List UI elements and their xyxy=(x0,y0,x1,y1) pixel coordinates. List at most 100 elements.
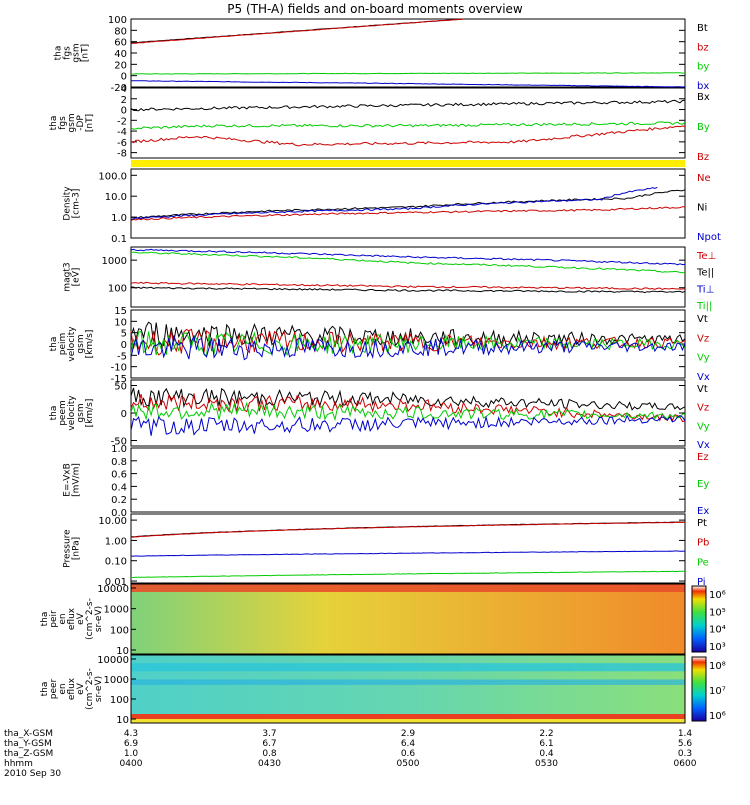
y-tick-label: 1000 xyxy=(102,256,127,267)
panel-ylabel: tha peem velocity gsm [km/s] xyxy=(49,395,95,431)
series-label: Npot xyxy=(697,232,721,243)
panel-frame xyxy=(130,379,686,447)
y-tick-label: 10000 xyxy=(97,584,129,595)
panel-ylabel: tha fgs gsm [nT] xyxy=(54,43,91,62)
x-axis-row-label: tha_Y-GSM xyxy=(4,739,52,749)
panel-frame xyxy=(130,513,686,584)
y-tick-label: -2 xyxy=(117,116,127,127)
series-line xyxy=(130,121,686,130)
panel-temperature: magt3 [eV] 1000 100 Te⊥ Te|| Ti⊥ Ti|| xyxy=(63,246,716,312)
y-tick-label: 1.0 xyxy=(111,444,127,455)
y-tick-label: 20 xyxy=(114,60,127,71)
ylabel-line: E=-VxB xyxy=(63,463,73,497)
series-line xyxy=(130,99,686,112)
ylabel-line: velocity xyxy=(67,395,77,431)
y-tick-label: 2 xyxy=(121,95,127,106)
y-tick-label: 80 xyxy=(114,26,127,37)
panel-density: Density [cm-3] 100.0 10.0 1.0 0.1 Ne Ni Npot xyxy=(63,168,721,245)
series-line xyxy=(130,401,685,422)
x-axis-value: 0.8 xyxy=(262,749,277,759)
y-tick-label: 10.0 xyxy=(105,192,127,203)
y-tick-label: 10 xyxy=(114,317,127,328)
ylabel-line: [km/s] xyxy=(85,399,95,428)
ylabel-line: peer xyxy=(49,678,59,699)
ylabel-line: Pressure xyxy=(63,529,73,568)
colorbar-label: 10⁷ xyxy=(709,686,726,697)
y-tick-label: 100 xyxy=(108,15,127,26)
ylabel-line: peem xyxy=(58,400,68,426)
x-axis-value: 0400 xyxy=(120,759,143,769)
main-title: P5 (TH-A) fields and on-board moments ov… xyxy=(227,2,523,16)
series-label: Vt xyxy=(697,314,708,325)
ylabel-line: -DP xyxy=(76,115,86,131)
ylabel-line: [km/s] xyxy=(85,330,95,359)
panel-frame xyxy=(130,447,686,513)
ylabel-line: (cm^2-s- xyxy=(85,598,95,640)
series-label: bz xyxy=(697,42,709,53)
y-tick-label: 40 xyxy=(114,49,127,60)
panel-pressure: Pressure [nPa] 10.00 1.00 0.10 0.01 Pt Pb Pe Pi xyxy=(63,513,709,588)
series-line xyxy=(130,414,686,436)
ylabel-line: en xyxy=(58,613,68,624)
y-tick-label: 0.0 xyxy=(111,508,127,519)
ylabel-line: fgs xyxy=(58,116,68,130)
ylabel-line: en xyxy=(58,683,68,694)
heatmap-band xyxy=(131,663,685,672)
panel-frame xyxy=(130,309,686,379)
y-tick-label: 0 xyxy=(121,340,127,351)
ylabel-line: [nT] xyxy=(81,44,91,62)
y-tick-label: 0 xyxy=(121,409,127,420)
panel-peer-spectrogram: tha peer en eflux eV (cm^2-s-sr-eV) 10000 1000 1… xyxy=(40,654,726,726)
y-tick-label: 0.01 xyxy=(105,577,127,588)
x-axis-value: 6.1 xyxy=(539,739,553,749)
y-tick-label: -20 xyxy=(111,83,127,94)
series-line xyxy=(130,281,686,290)
ylabel-line: gsm xyxy=(72,43,82,62)
series-label: Bt xyxy=(697,23,708,34)
panel-peem-velocity: tha peem velocity gsm [km/s] 50 0 -50 Vt Vz Vy Vx xyxy=(49,379,710,451)
y-tick-label: -5 xyxy=(117,351,127,362)
ylabel-line: [eV] xyxy=(72,268,82,287)
x-axis-value: 6.4 xyxy=(401,739,416,749)
series-label: bx xyxy=(697,81,709,92)
heatmap-band xyxy=(131,584,685,592)
x-axis-value: 3.7 xyxy=(262,729,276,739)
series-label: Ex xyxy=(697,506,709,517)
x-axis-row-label: hhmm xyxy=(4,759,33,769)
y-tick-label: 1000 xyxy=(104,675,129,686)
series-label: Ni xyxy=(697,203,707,214)
x-axis-value: 5.6 xyxy=(678,739,693,749)
x-axis-value: 2.2 xyxy=(539,729,553,739)
series-label: Vx xyxy=(697,440,710,451)
series-label: Bx xyxy=(697,92,710,103)
x-axis-value: 0530 xyxy=(535,759,558,769)
y-tick-label: 5 xyxy=(121,329,127,340)
colorbar-label: 10⁴ xyxy=(709,625,726,636)
ylabel-line: magt3 xyxy=(63,262,73,291)
y-tick-label: -6 xyxy=(117,138,127,149)
y-tick-label: 10 xyxy=(116,646,129,657)
ylabel-line: [nPa] xyxy=(72,537,82,560)
series-label: Te|| xyxy=(696,268,714,279)
ylabel-line: eV xyxy=(76,682,86,695)
series-line xyxy=(130,18,464,45)
x-axis-value: 1.0 xyxy=(124,749,139,759)
y-tick-label: 100 xyxy=(110,695,129,706)
y-tick-label: 1000 xyxy=(104,605,129,616)
panel-frame xyxy=(130,583,686,655)
panel-ylabel: tha fgs gsm -DP [nT] xyxy=(49,113,95,132)
series-label: Vz xyxy=(697,333,709,344)
panel-ylabel: tha peer en eflux eV (cm^2-s-sr-eV) xyxy=(40,668,104,710)
y-tick-label: 15 xyxy=(114,306,127,317)
y-tick-label: -8 xyxy=(117,149,127,160)
x-axis-date: 2010 Sep 30 xyxy=(4,769,61,779)
series-line xyxy=(130,387,686,411)
y-tick-label: 100 xyxy=(110,625,129,636)
ylabel-line: tha xyxy=(40,682,50,697)
series-line xyxy=(130,186,658,220)
panel-ylabel: Density [cm-3] xyxy=(63,186,82,221)
y-tick-label: 0 xyxy=(121,106,127,117)
x-axis-value: 0.4 xyxy=(539,749,554,759)
series-label: by xyxy=(697,62,709,73)
